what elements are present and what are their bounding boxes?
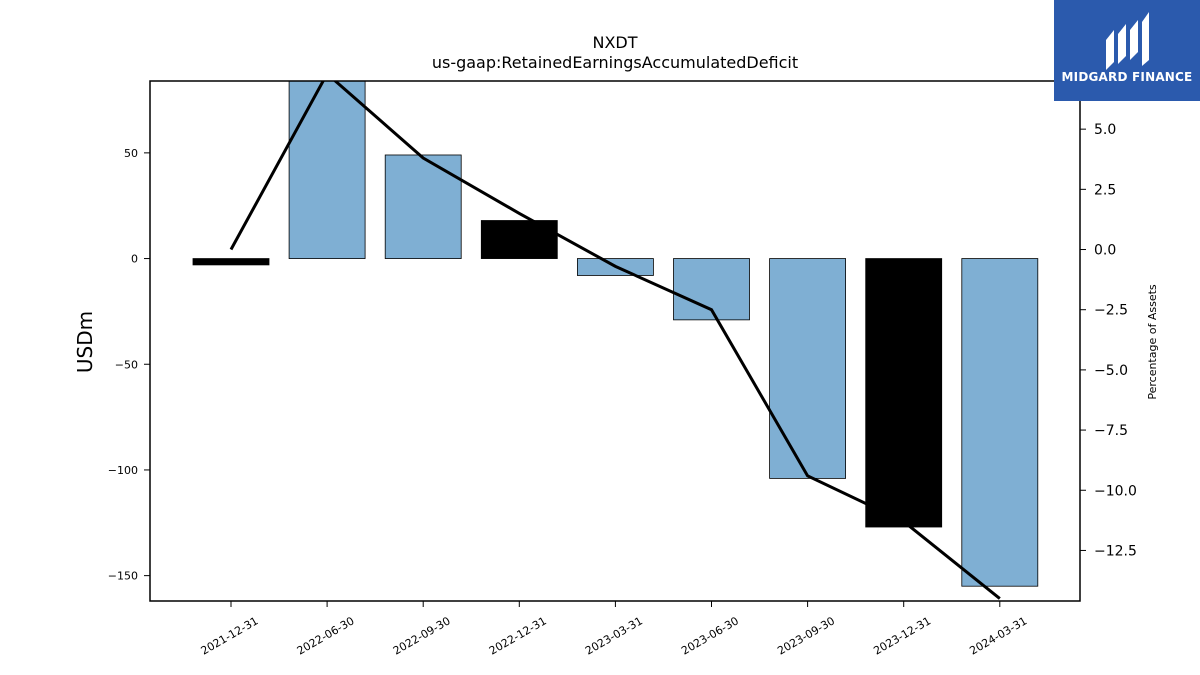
x-tick-label: 2023-06-30 [679,614,741,657]
line-group [229,81,1001,600]
percentage-line [229,81,1001,600]
bar-group [192,81,1039,587]
y2-tick-label: −10.0 [1094,483,1137,499]
y2-tick-label: −7.5 [1094,423,1128,439]
x-tick-label: 2024-03-31 [967,614,1029,657]
y2-tick-label: 2.5 [1094,182,1116,198]
chart-subtitle: us-gaap:RetainedEarningsAccumulatedDefic… [432,53,798,72]
x-tick-label: 2023-09-30 [775,614,837,657]
y2-tick-label: −5.0 [1094,363,1128,379]
bar-2022-12-31 [480,220,558,259]
bar-2022-09-30 [384,154,462,259]
y2-tick-label: −2.5 [1094,303,1128,319]
bar-2023-09-30 [769,258,846,479]
x-tick-label: 2021-12-31 [199,614,261,657]
y2-tick-label: 5.0 [1094,122,1116,138]
bar-2024-03-31 [961,258,1039,587]
x-tick-label: 2022-06-30 [295,614,357,657]
x-tick-label: 2023-03-31 [583,614,645,657]
y2-axis-label: Percentage of Assets [1146,284,1159,400]
y-tick-label: 50 [124,147,138,160]
bar-2022-06-30 [288,81,366,259]
y-axis-label: USDm [73,311,97,373]
bar-2023-12-31 [865,258,943,528]
y-tick-label: −50 [115,358,138,371]
bar-2021-12-31 [192,258,270,266]
logo-mark-icon [1106,12,1149,70]
x-tick-label: 2022-12-31 [487,614,549,657]
chart-title: NXDT [592,33,637,52]
x-tick-label: 2022-09-30 [391,614,453,657]
y-tick-label: 0 [131,253,138,266]
x-tick-label: 2023-12-31 [871,614,933,657]
y2-tick-label: 0.0 [1094,243,1116,259]
y-tick-label: −150 [108,570,138,583]
midgard-finance-logo: MIDGARD FINANCE [1054,0,1200,101]
logo-text: MIDGARD FINANCE [1061,70,1193,84]
y-tick-label: −100 [108,464,138,477]
y2-tick-label: −12.5 [1094,543,1137,559]
